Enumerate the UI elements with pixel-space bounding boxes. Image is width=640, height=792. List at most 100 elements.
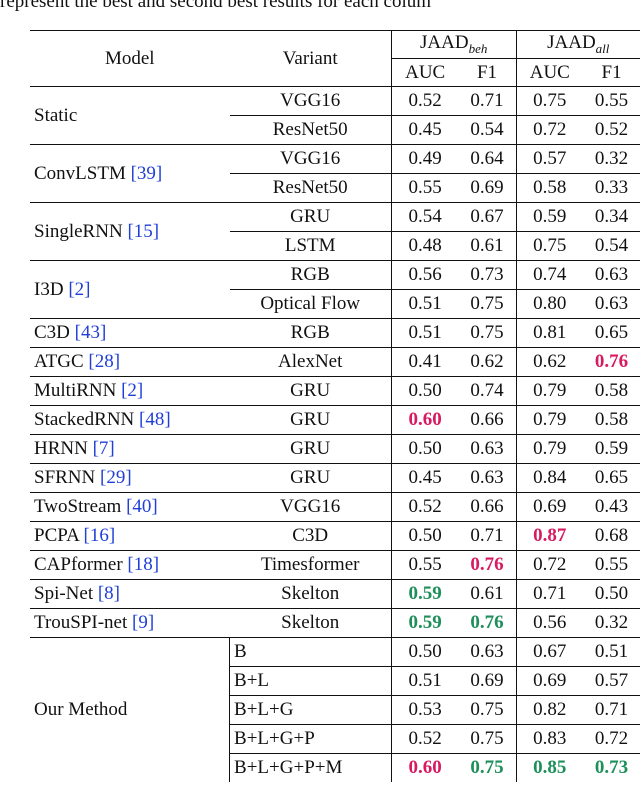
header-metric: AUC bbox=[515, 58, 584, 87]
table-row: LSTM 0.48 0.61 0.75 0.54 bbox=[30, 231, 640, 261]
table-row: C3D [43] RGB 0.51 0.75 0.81 0.65 bbox=[30, 318, 640, 348]
table-row: PCPA [16] C3D 0.50 0.71 0.87 0.68 bbox=[30, 521, 640, 551]
score-cell: 0.63 bbox=[458, 463, 517, 493]
citation: [16] bbox=[83, 525, 116, 546]
score-cell: 0.59 bbox=[390, 579, 459, 609]
score-cell: 0.69 bbox=[458, 666, 517, 696]
variant-cell: Optical Flow bbox=[229, 289, 392, 319]
score-cell: 0.80 bbox=[515, 289, 584, 319]
model-name: SFRNN bbox=[34, 467, 96, 488]
model-cell: Our Method bbox=[30, 637, 230, 782]
score-cell: 0.71 bbox=[458, 521, 517, 551]
dataset-subscript: beh bbox=[468, 40, 488, 56]
score-cell: 0.84 bbox=[515, 463, 584, 493]
citation: [15] bbox=[127, 220, 160, 242]
model-cell: Static bbox=[30, 86, 230, 145]
score-cell: 0.55 bbox=[390, 173, 459, 203]
score-cell: 0.85 bbox=[515, 753, 584, 782]
model-name: CAPformer bbox=[34, 554, 123, 575]
score-cell: 0.32 bbox=[583, 608, 640, 638]
variant-cell: C3D bbox=[229, 521, 392, 551]
model-cell: StackedRNN [48] bbox=[30, 405, 230, 435]
dataset-name: JAAD bbox=[420, 32, 469, 54]
score-cell: 0.66 bbox=[458, 492, 517, 522]
score-cell: 0.79 bbox=[515, 376, 584, 406]
table-row: I3D [2] RGB 0.56 0.73 0.74 0.63 bbox=[30, 260, 640, 319]
score-cell: 0.79 bbox=[515, 434, 584, 464]
score-cell: 0.75 bbox=[515, 231, 584, 261]
score-cell: 0.62 bbox=[515, 347, 584, 377]
score-cell: 0.32 bbox=[583, 144, 640, 174]
model-cell: TrouSPI-net [9] bbox=[30, 608, 230, 638]
score-cell: 0.74 bbox=[458, 376, 517, 406]
score-cell: 0.58 bbox=[583, 376, 640, 406]
model-name: Spi-Net bbox=[34, 583, 94, 604]
score-cell: 0.72 bbox=[515, 550, 584, 580]
score-cell: 0.83 bbox=[515, 724, 584, 754]
score-cell: 0.75 bbox=[458, 695, 517, 725]
variant-cell: B+L bbox=[229, 666, 392, 696]
header-dataset: JAADall bbox=[515, 30, 640, 59]
score-cell: 0.59 bbox=[583, 434, 640, 464]
header-metric: AUC bbox=[390, 58, 459, 87]
score-cell: 0.58 bbox=[583, 405, 640, 435]
header-row: Model Variant JAADbeh JAADall bbox=[30, 30, 640, 87]
score-cell: 0.56 bbox=[515, 608, 584, 638]
table-row: B+L+G 0.53 0.75 0.82 0.71 bbox=[30, 695, 640, 725]
score-cell: 0.51 bbox=[390, 666, 459, 696]
score-cell: 0.69 bbox=[515, 492, 584, 522]
model-cell: SingleRNN [15] bbox=[30, 202, 230, 261]
variant-cell: RGB bbox=[229, 260, 392, 290]
citation: [7] bbox=[92, 438, 115, 459]
score-cell: 0.69 bbox=[458, 173, 517, 203]
score-cell: 0.51 bbox=[390, 289, 459, 319]
variant-cell: GRU bbox=[229, 202, 392, 232]
variant-cell: ResNet50 bbox=[229, 173, 392, 203]
score-cell: 0.49 bbox=[390, 144, 459, 174]
score-cell: 0.50 bbox=[390, 521, 459, 551]
score-cell: 0.54 bbox=[583, 231, 640, 261]
score-cell: 0.75 bbox=[515, 86, 584, 116]
model-name: TwoStream bbox=[34, 496, 122, 517]
citation: [43] bbox=[74, 322, 107, 343]
header-model: Model bbox=[30, 30, 230, 87]
score-cell: 0.33 bbox=[583, 173, 640, 203]
score-cell: 0.51 bbox=[390, 318, 459, 348]
table-row: TrouSPI-net [9] Skelton 0.59 0.76 0.56 0.32 bbox=[30, 608, 640, 638]
citation: [40] bbox=[126, 496, 158, 517]
model-cell: I3D [2] bbox=[30, 260, 230, 319]
score-cell: 0.61 bbox=[458, 579, 517, 609]
score-cell: 0.55 bbox=[390, 550, 459, 580]
score-cell: 0.64 bbox=[458, 144, 517, 174]
model-name: SingleRNN bbox=[34, 220, 123, 242]
score-cell: 0.75 bbox=[458, 289, 517, 319]
table-row: Our Method B 0.50 0.63 0.67 0.51 bbox=[30, 637, 640, 782]
score-cell: 0.52 bbox=[390, 492, 459, 522]
score-cell: 0.79 bbox=[515, 405, 584, 435]
score-cell: 0.75 bbox=[458, 318, 517, 348]
model-name: TrouSPI-net bbox=[34, 612, 128, 633]
score-cell: 0.71 bbox=[583, 695, 640, 725]
model-cell: CAPformer [18] bbox=[30, 550, 230, 580]
score-cell: 0.50 bbox=[390, 376, 459, 406]
variant-cell: B bbox=[229, 637, 392, 667]
score-cell: 0.63 bbox=[583, 289, 640, 319]
score-cell: 0.82 bbox=[515, 695, 584, 725]
table-row: ConvLSTM [39] VGG16 0.49 0.64 0.57 0.32 bbox=[30, 144, 640, 203]
score-cell: 0.63 bbox=[458, 434, 517, 464]
variant-cell: GRU bbox=[229, 376, 392, 406]
score-cell: 0.63 bbox=[458, 637, 517, 667]
variant-cell: VGG16 bbox=[229, 144, 392, 174]
table-row: HRNN [7] GRU 0.50 0.63 0.79 0.59 bbox=[30, 434, 640, 464]
model-name: HRNN bbox=[34, 438, 88, 459]
citation: [48] bbox=[139, 409, 171, 430]
table-row: CAPformer [18] Timesformer 0.55 0.76 0.72 0.5… bbox=[30, 550, 640, 580]
score-cell: 0.51 bbox=[583, 637, 640, 667]
score-cell: 0.55 bbox=[583, 86, 640, 116]
table-row: Optical Flow 0.51 0.75 0.80 0.63 bbox=[30, 289, 640, 319]
score-cell: 0.71 bbox=[515, 579, 584, 609]
model-name: C3D bbox=[34, 322, 70, 343]
score-cell: 0.54 bbox=[458, 115, 517, 145]
header-metric: F1 bbox=[476, 61, 498, 83]
score-cell: 0.66 bbox=[458, 405, 517, 435]
